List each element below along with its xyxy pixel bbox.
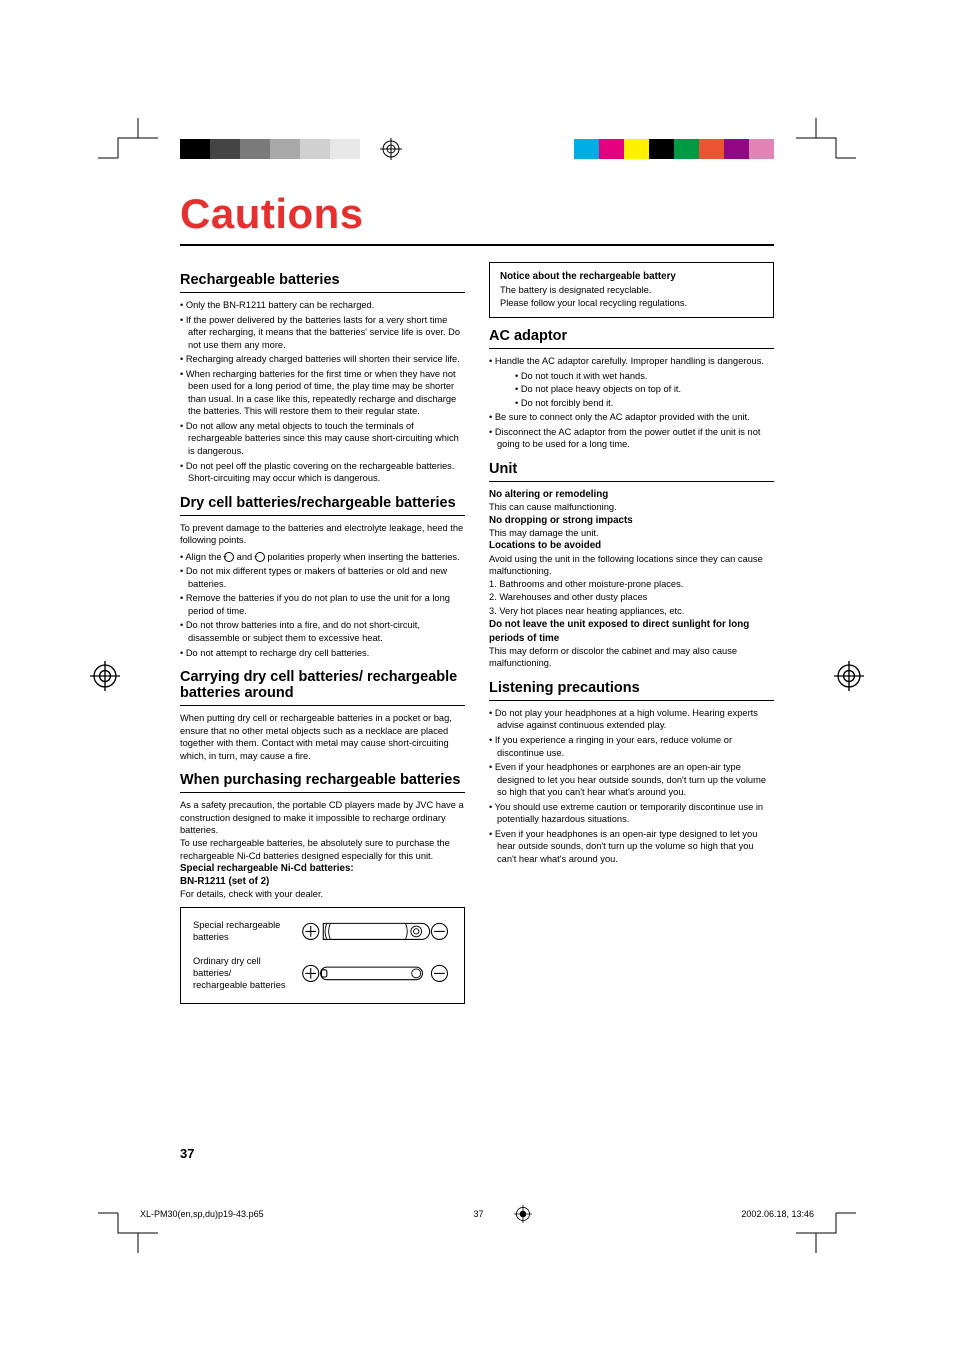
right-column: Notice about the rechargeable battery Th… [489, 262, 774, 1004]
section-body: This may damage the unit. [489, 527, 774, 540]
footer: XL-PM30(en,sp,du)p19-43.p65 37 2002.06.1… [140, 1205, 814, 1223]
figure-label: Special rechargeable batteries [193, 919, 288, 943]
footer-timestamp: 2002.06.18, 13:46 [741, 1209, 814, 1219]
page: Cautions Rechargeable batteries Only the… [0, 0, 954, 1351]
section-heading: AC adaptor [489, 328, 774, 344]
sub-list: Do not touch it with wet hands. Do not p… [497, 370, 774, 410]
crop-mark-icon [98, 1193, 158, 1253]
bullet-list: Do not play your headphones at a high vo… [489, 707, 774, 866]
minus-polarity-icon: − [255, 552, 265, 562]
section-heading: Listening precautions [489, 680, 774, 696]
list-item: Even if your headphones is an open-air t… [489, 828, 774, 866]
section-body: For details, check with your dealer. [180, 888, 465, 901]
bullet-list: Handle the AC adaptor carefully. Imprope… [489, 355, 774, 451]
emphasis-text: Do not leave the unit exposed to direct … [489, 618, 774, 644]
bullet-list: Only the BN-R1211 battery can be recharg… [180, 299, 465, 485]
section-body: This may deform or discolor the cabinet … [489, 645, 774, 670]
list-item: Even if your headphones or earphones are… [489, 761, 774, 799]
list-item: Do not play your headphones at a high vo… [489, 707, 774, 732]
list-item: Do not peel off the plastic covering on … [180, 460, 465, 485]
crop-mark-icon [796, 1193, 856, 1253]
list-item: 1. Bathrooms and other moisture-prone pl… [489, 578, 774, 591]
section-body: As a safety precaution, the portable CD … [180, 799, 465, 837]
list-item: Be sure to connect only the AC adaptor p… [489, 411, 774, 424]
list-item: Do not throw batteries into a fire, and … [180, 619, 465, 644]
notice-box: Notice about the rechargeable battery Th… [489, 262, 774, 318]
section-heading: Unit [489, 461, 774, 477]
list-item: Do not place heavy objects on top of it. [515, 383, 774, 396]
section-body: This can cause malfunctioning. [489, 501, 774, 514]
notice-title: Notice about the rechargeable battery [500, 271, 763, 282]
emphasis-text: No dropping or strong impacts [489, 514, 774, 527]
battery-figure: Special rechargeable batteries [180, 907, 465, 1004]
title-rule [180, 244, 774, 246]
list-item: Recharging already charged batteries wil… [180, 353, 465, 366]
list-item: You should use extreme caution or tempor… [489, 801, 774, 826]
content-area: Cautions Rechargeable batteries Only the… [180, 190, 774, 1161]
list-item: If the power delivered by the batteries … [180, 314, 465, 352]
section-body: When putting dry cell or rechargeable ba… [180, 712, 465, 762]
list-item: Do not forcibly bend it. [515, 397, 774, 410]
registration-target-icon [380, 138, 402, 160]
list-item: Align the + and − polarities properly wh… [180, 551, 465, 564]
list-item: 2. Warehouses and other dusty places [489, 591, 774, 604]
section-body: To use rechargeable batteries, be absolu… [180, 837, 465, 862]
figure-label: Ordinary dry cell batteries/ rechargeabl… [193, 955, 288, 991]
list-item: Do not touch it with wet hands. [515, 370, 774, 383]
plus-polarity-icon: + [224, 552, 234, 562]
section-heading: Dry cell batteries/rechargeable batterie… [180, 495, 465, 511]
left-column: Rechargeable batteries Only the BN-R1211… [180, 262, 465, 1004]
list-item: 3. Very hot places near heating applianc… [489, 605, 774, 618]
registration-target-icon [90, 661, 120, 691]
list-item: Do not mix different types or makers of … [180, 565, 465, 590]
notice-line: The battery is designated recyclable. [500, 284, 763, 297]
section-intro: To prevent damage to the batteries and e… [180, 522, 465, 547]
list-item: When recharging batteries for the first … [180, 368, 465, 418]
list-item: Only the BN-R1211 battery can be recharg… [180, 299, 465, 312]
page-number: 37 [180, 1146, 194, 1161]
emphasis-text: Special rechargeable Ni-Cd batteries: [180, 862, 465, 875]
notice-line: Please follow your local recycling regul… [500, 297, 763, 310]
section-heading: When purchasing rechargeable batteries [180, 772, 465, 788]
page-title: Cautions [180, 190, 774, 238]
section-heading: Carrying dry cell batteries/ rechargeabl… [180, 669, 465, 701]
list-item: Remove the batteries if you do not plan … [180, 592, 465, 617]
emphasis-text: No altering or remodeling [489, 488, 774, 501]
print-registration-top [0, 138, 954, 166]
color-bars-icon [574, 139, 774, 159]
list-item: Do not attempt to recharge dry cell batt… [180, 647, 465, 660]
list-item: Do not allow any metal objects to touch … [180, 420, 465, 458]
registration-target-icon [514, 1205, 532, 1223]
registration-target-icon [834, 661, 864, 691]
footer-page: 37 [474, 1209, 484, 1219]
bullet-list: Align the + and − polarities properly wh… [180, 551, 465, 659]
numbered-list: 1. Bathrooms and other moisture-prone pl… [489, 578, 774, 618]
ordinary-battery-icon [300, 960, 452, 987]
emphasis-text: BN-R1211 (set of 2) [180, 875, 465, 888]
emphasis-text: Locations to be avoided [489, 539, 774, 552]
list-item: Handle the AC adaptor carefully. Imprope… [489, 355, 774, 409]
section-heading: Rechargeable batteries [180, 272, 465, 288]
list-item: Disconnect the AC adaptor from the power… [489, 426, 774, 451]
grayscale-bars-icon [180, 139, 360, 159]
list-item: If you experience a ringing in your ears… [489, 734, 774, 759]
special-battery-icon [300, 918, 452, 945]
section-body: Avoid using the unit in the following lo… [489, 553, 774, 578]
footer-file: XL-PM30(en,sp,du)p19-43.p65 [140, 1209, 264, 1219]
